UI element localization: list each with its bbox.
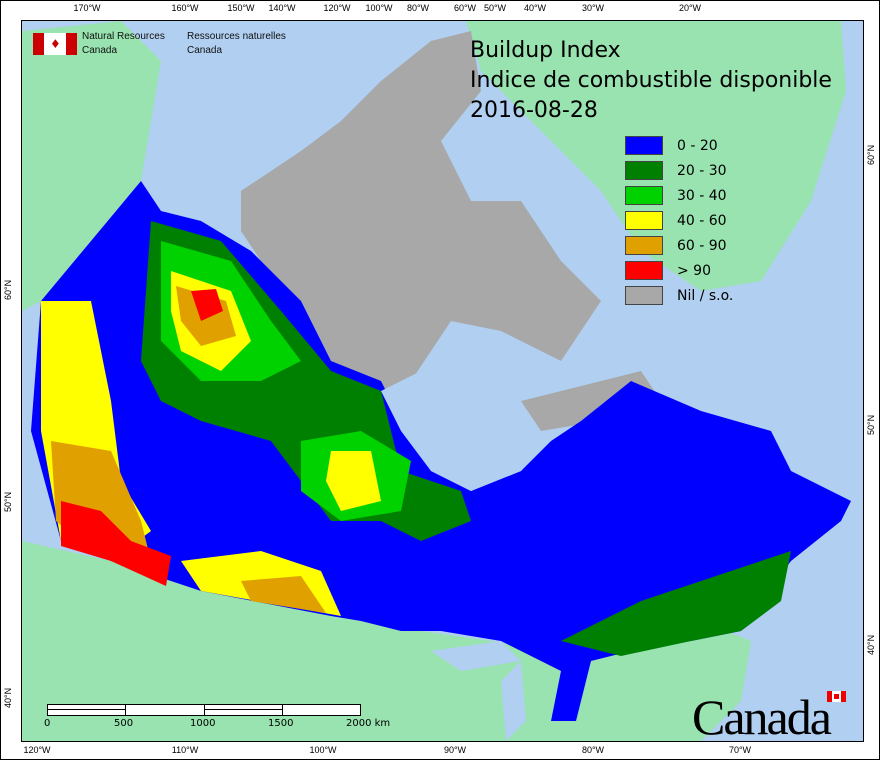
bui-20-30-east xyxy=(561,551,791,656)
top-tick: 50°W xyxy=(483,3,507,13)
legend-label: 0 - 20 xyxy=(677,137,718,154)
scale-label: 1000 xyxy=(190,718,216,729)
legend-swatch xyxy=(625,161,663,180)
agency-name-fr: Ressources naturelles Canada xyxy=(187,30,286,58)
legend-label: 40 - 60 xyxy=(677,212,727,229)
top-tick: 80°W xyxy=(406,3,430,13)
legend-swatch xyxy=(625,236,663,255)
lake-michigan xyxy=(501,661,526,741)
scale-divider xyxy=(282,705,283,715)
top-tick: 170°W xyxy=(73,3,101,13)
left-tick: 40°N xyxy=(3,687,13,708)
legend-label: 30 - 40 xyxy=(677,187,727,204)
scale-bar xyxy=(47,704,361,716)
left-tick: 60°N xyxy=(3,279,13,300)
wordmark-flag-icon xyxy=(827,691,846,702)
top-tick: 150°W xyxy=(227,3,255,13)
legend-swatch xyxy=(625,136,663,155)
scale-label: 2000 km xyxy=(346,718,391,729)
hudson-bay xyxy=(381,371,541,491)
scale-label: 1500 xyxy=(268,718,294,729)
top-tick: 20°W xyxy=(678,3,702,13)
agency-name-en: Natural Resources Canada xyxy=(82,30,165,58)
canada-flag-icon: ♦ xyxy=(33,33,77,55)
legend-swatch xyxy=(625,261,663,280)
scale-divider xyxy=(125,705,126,715)
title-en: Buildup Index xyxy=(470,38,621,63)
legend-item: 40 - 60 xyxy=(625,208,733,233)
agency-fr-line1: Ressources naturelles xyxy=(187,31,286,42)
top-tick: 140°W xyxy=(268,3,296,13)
bottom-tick: 100°W xyxy=(309,745,337,755)
bottom-tick: 70°W xyxy=(728,745,752,755)
legend-swatch xyxy=(625,186,663,205)
legend-item: > 90 xyxy=(625,258,733,283)
agency-fr-line2: Canada xyxy=(187,45,223,56)
bui-60-90-south xyxy=(241,576,326,613)
scale-segment xyxy=(204,705,282,710)
agency-en-line2: Canada xyxy=(82,45,118,56)
right-tick: 40°N xyxy=(866,634,876,655)
title-fr: Indice de combustible disponible xyxy=(470,68,832,93)
legend-swatch xyxy=(625,286,663,305)
agency-en-line1: Natural Resources xyxy=(82,31,165,42)
legend: 0 - 20 20 - 30 30 - 40 40 - 60 60 - 90 > 90 Ni… xyxy=(625,133,733,308)
map-svg xyxy=(22,21,851,741)
legend-label: > 90 xyxy=(677,262,711,279)
left-tick: 50°N xyxy=(3,491,13,512)
bui-40-60-mid xyxy=(326,451,381,511)
legend-item: 60 - 90 xyxy=(625,233,733,258)
greenland xyxy=(466,21,846,291)
arctic-islands xyxy=(241,31,601,421)
bottom-tick: 120°W xyxy=(23,745,51,755)
right-tick: 60°N xyxy=(866,144,876,165)
lake-superior xyxy=(431,641,521,671)
bui-gt-90 xyxy=(191,289,223,321)
top-tick: 160°W xyxy=(171,3,199,13)
bottom-tick: 110°W xyxy=(171,745,199,755)
alaska-land xyxy=(22,21,161,311)
legend-swatch xyxy=(625,211,663,230)
legend-label: 60 - 90 xyxy=(677,237,727,254)
map-title: Buildup Index Indice de combustible disp… xyxy=(470,36,832,126)
right-tick: 50°N xyxy=(866,414,876,435)
bui-gt-90-west xyxy=(61,501,171,586)
legend-item: 0 - 20 xyxy=(625,133,733,158)
map-date: 2016-08-28 xyxy=(470,98,598,123)
scale-label: 0 xyxy=(44,718,51,729)
legend-item: 20 - 30 xyxy=(625,158,733,183)
top-tick: 120°W xyxy=(323,3,351,13)
scale-segment xyxy=(48,705,125,710)
legend-item: Nil / s.o. xyxy=(625,283,733,308)
top-tick: 60°W xyxy=(453,3,477,13)
top-tick: 40°W xyxy=(523,3,547,13)
scale-divider xyxy=(204,705,205,715)
bottom-tick: 80°W xyxy=(581,745,605,755)
legend-item: 30 - 40 xyxy=(625,183,733,208)
canada-wordmark: Canada xyxy=(692,689,832,745)
top-tick: 30°W xyxy=(581,3,605,13)
bottom-tick: 90°W xyxy=(443,745,467,755)
legend-label: Nil / s.o. xyxy=(677,287,734,304)
legend-label: 20 - 30 xyxy=(677,162,727,179)
top-tick: 100°W xyxy=(365,3,393,13)
map-canvas[interactable] xyxy=(21,20,864,742)
scale-label: 500 xyxy=(114,718,134,729)
